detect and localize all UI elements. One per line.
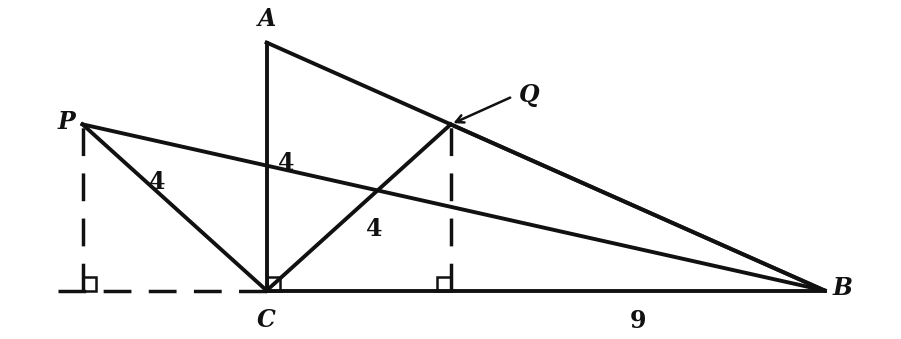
Text: 4: 4 [278, 152, 295, 176]
Text: C: C [258, 308, 276, 332]
Text: Q: Q [519, 83, 540, 107]
Text: 4: 4 [366, 217, 382, 241]
Text: A: A [258, 7, 276, 32]
Text: B: B [833, 276, 852, 300]
Text: P: P [58, 110, 75, 134]
Text: 4: 4 [149, 170, 165, 194]
Text: 9: 9 [630, 309, 646, 333]
